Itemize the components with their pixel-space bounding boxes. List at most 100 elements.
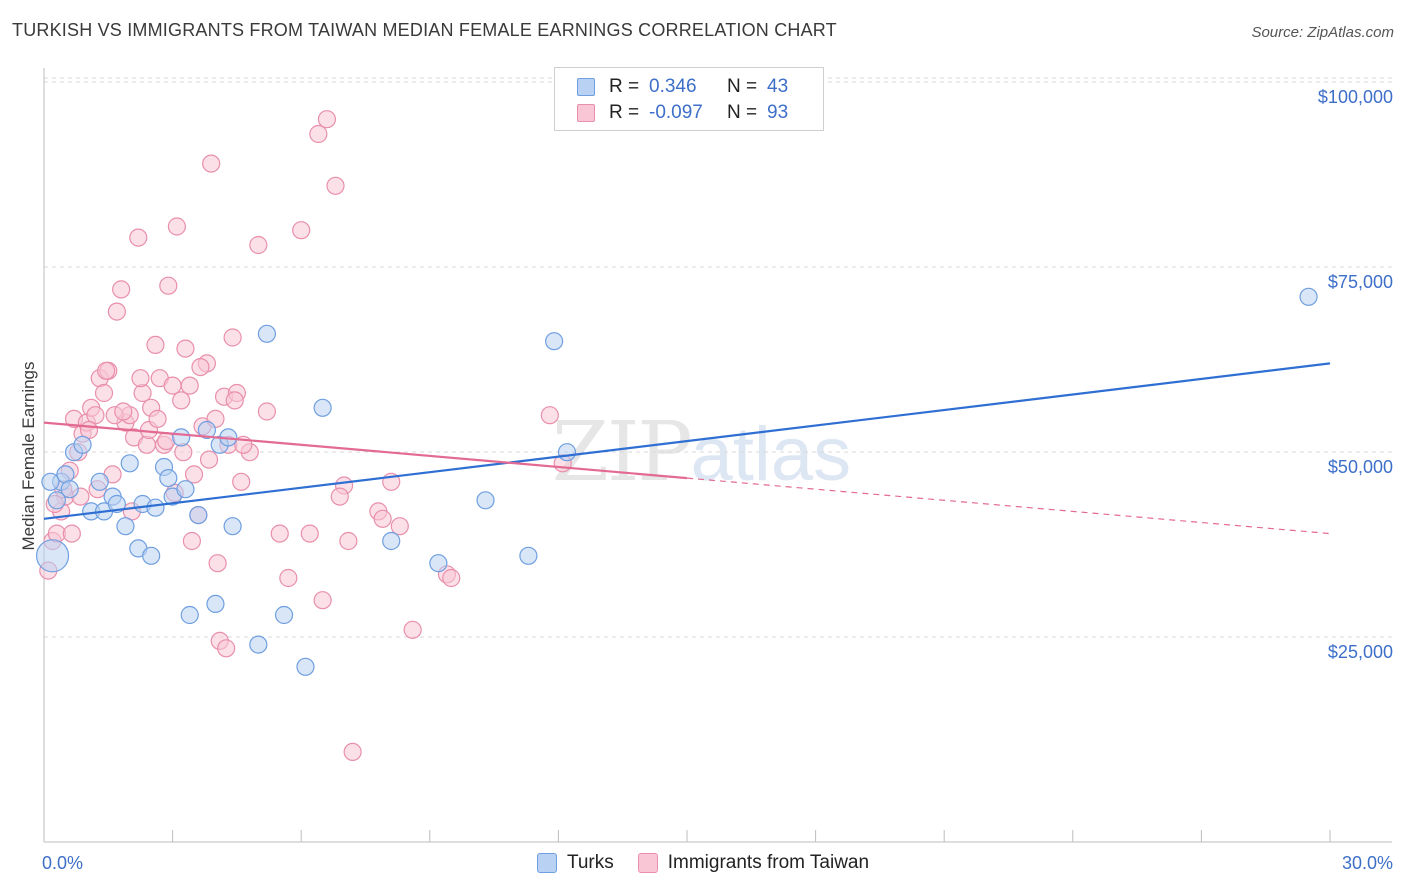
trend-line-taiwan-extrapolated — [686, 477, 1331, 535]
point-taiwan — [317, 110, 337, 129]
chart-title: TURKISH VS IMMIGRANTS FROM TAIWAN MEDIAN… — [12, 20, 837, 40]
point-taiwan — [97, 361, 116, 380]
point-taiwan — [270, 524, 289, 543]
legend-r-value: -0.097 — [649, 102, 703, 123]
y-tick-label: $50,000 — [1328, 457, 1393, 477]
point-taiwan — [159, 276, 178, 295]
grid-lines — [44, 77, 1392, 638]
point-taiwan — [257, 402, 277, 421]
point-turks — [172, 428, 191, 447]
point-taiwan — [133, 383, 152, 403]
legend-swatch-taiwan — [637, 853, 658, 873]
point-turks — [90, 472, 109, 491]
point-taiwan — [180, 376, 199, 395]
trend-line-turks — [43, 362, 1331, 520]
point-turks — [257, 324, 277, 343]
point-turks — [60, 480, 79, 499]
legend-r-value: 0.346 — [649, 76, 697, 97]
point-taiwan — [137, 435, 156, 454]
trend-lines — [43, 362, 1331, 535]
point-turks — [107, 494, 126, 514]
point-taiwan — [174, 443, 193, 462]
legend-swatch-turks — [577, 78, 595, 96]
legend-item-taiwan[interactable]: Immigrants from Taiwan — [637, 852, 870, 874]
point-turks — [180, 605, 199, 625]
point-turks — [476, 491, 495, 510]
point-turks — [519, 546, 538, 565]
y-tick-label: $100,000 — [1318, 87, 1393, 107]
trend-line-taiwan — [43, 421, 688, 480]
x-tick-label: 0.0% — [42, 853, 83, 873]
point-taiwan — [279, 568, 298, 588]
point-turks — [146, 498, 165, 517]
point-turks — [382, 531, 401, 551]
legend-n-label: N = — [727, 76, 758, 97]
y-tick-label: $25,000 — [1328, 642, 1393, 662]
watermark-atlas: atlas — [690, 412, 852, 497]
point-taiwan — [208, 554, 227, 573]
point-turks — [1299, 287, 1318, 306]
legend-swatch-turks — [536, 853, 557, 873]
point-taiwan — [176, 339, 195, 358]
legend-r-label: R = — [609, 76, 640, 97]
point-turks — [274, 605, 294, 625]
point-taiwan — [232, 472, 251, 491]
point-taiwan — [167, 217, 186, 236]
point-taiwan — [157, 432, 176, 451]
point-taiwan — [403, 620, 422, 639]
point-taiwan — [326, 176, 345, 195]
point-turks — [120, 454, 139, 473]
point-taiwan — [309, 124, 328, 144]
point-turks — [557, 443, 577, 462]
point-taiwan — [199, 450, 219, 469]
legend-row-taiwan: R = -0.097 N = 93 — [577, 101, 788, 125]
point-turks — [223, 517, 242, 536]
point-turks — [41, 472, 60, 491]
legend-n-label: N = — [727, 102, 758, 123]
legend-n-value: 93 — [767, 102, 789, 123]
point-taiwan — [146, 335, 165, 354]
point-taiwan — [163, 376, 182, 395]
point-taiwan — [191, 358, 210, 377]
point-taiwan — [249, 235, 268, 255]
point-taiwan — [223, 328, 242, 347]
point-taiwan — [114, 402, 133, 421]
correlation-legend: R = 0.346 N = 43 R = -0.097 N = 93 — [554, 67, 824, 131]
legend-swatch-taiwan — [577, 104, 595, 122]
point-turks — [159, 469, 178, 488]
series-taiwan-points — [39, 110, 572, 762]
point-turks — [142, 546, 161, 565]
point-taiwan — [62, 524, 81, 543]
legend-item-turks[interactable]: Turks — [536, 852, 614, 874]
point-taiwan — [129, 228, 148, 247]
series-turks-points — [35, 287, 1318, 676]
point-turks — [545, 332, 564, 351]
point-taiwan — [217, 639, 236, 658]
point-taiwan — [112, 280, 131, 299]
point-taiwan — [172, 391, 191, 410]
point-taiwan — [182, 531, 201, 551]
point-turks — [47, 491, 66, 510]
point-taiwan — [540, 406, 559, 425]
point-turks — [206, 594, 225, 614]
point-taiwan — [292, 221, 311, 240]
legend-label-turks: Turks — [566, 852, 614, 873]
legend-row-turks: R = 0.346 N = 43 — [577, 75, 788, 99]
point-taiwan — [184, 465, 204, 484]
point-turks — [249, 635, 268, 654]
legend-n-value: 43 — [767, 76, 789, 97]
point-taiwan — [131, 369, 150, 388]
legend-r-label: R = — [609, 102, 640, 123]
point-turks — [429, 554, 448, 573]
point-taiwan — [442, 568, 461, 588]
point-taiwan — [373, 509, 392, 528]
point-turks — [176, 480, 195, 499]
point-taiwan — [225, 391, 244, 410]
point-taiwan — [330, 487, 349, 506]
point-taiwan — [107, 302, 126, 321]
point-taiwan — [313, 591, 332, 610]
point-turks — [73, 435, 92, 454]
legend-label-taiwan: Immigrants from Taiwan — [667, 852, 870, 873]
point-taiwan — [343, 742, 362, 762]
